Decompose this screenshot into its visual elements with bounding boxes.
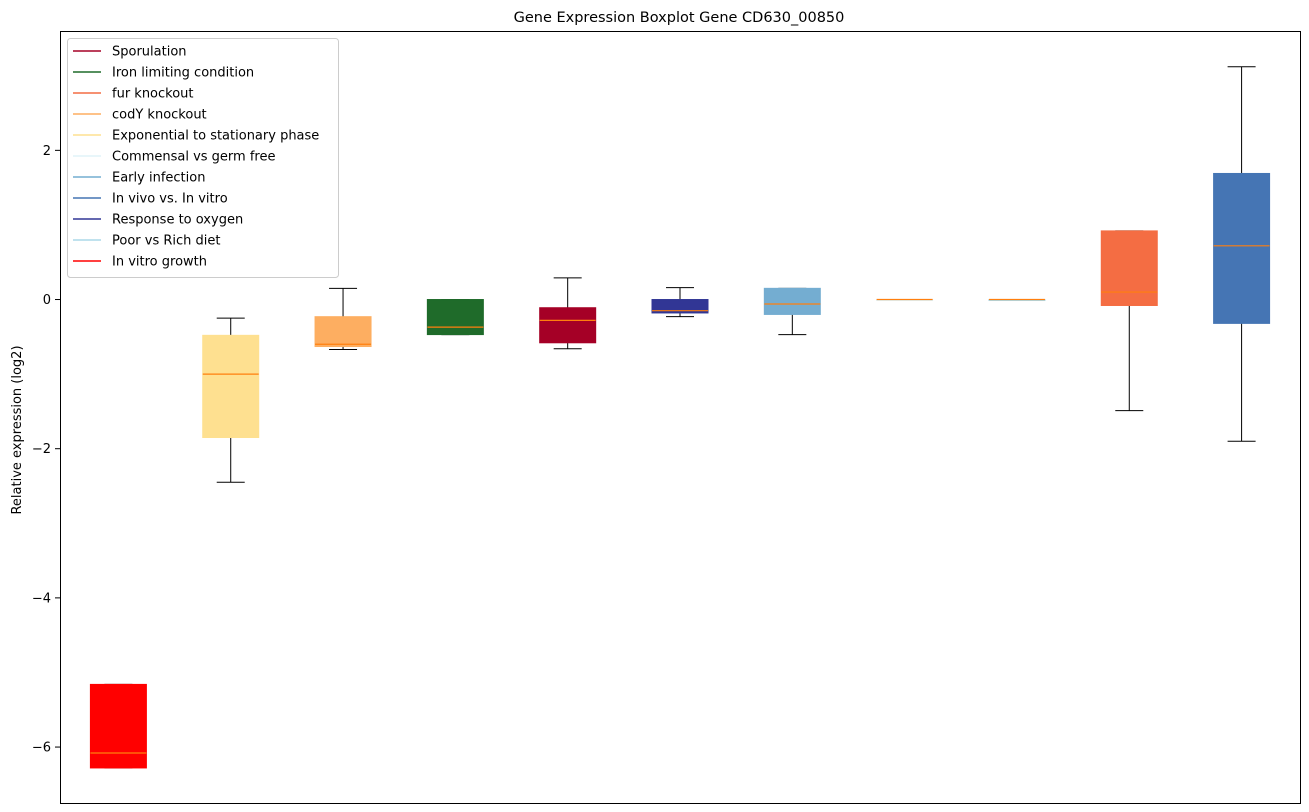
box-body bbox=[1100, 230, 1158, 306]
box-7 bbox=[763, 287, 821, 336]
legend-entry: Commensal vs germ free bbox=[73, 150, 275, 165]
box-body bbox=[539, 307, 597, 344]
chart-title: Gene Expression Boxplot Gene CD630_00850 bbox=[514, 10, 845, 26]
box-body bbox=[763, 287, 821, 315]
legend-frame bbox=[67, 38, 339, 278]
box-body bbox=[1213, 172, 1271, 324]
box-2 bbox=[202, 317, 260, 483]
y-tick-label: 0 bbox=[43, 293, 51, 308]
box-body bbox=[89, 683, 147, 769]
box-body bbox=[651, 299, 709, 314]
box-3 bbox=[314, 287, 372, 350]
legend-label: Poor vs Rich diet bbox=[112, 234, 220, 249]
legend: Sporulation Iron limiting condition fur kn… bbox=[67, 38, 339, 278]
legend-entry: codY knockout bbox=[73, 108, 207, 123]
plot-frame bbox=[60, 31, 1301, 804]
boxes-layer bbox=[89, 66, 1271, 769]
legend-entry: Exponential to stationary phase bbox=[73, 129, 319, 144]
box-4 bbox=[426, 299, 484, 336]
legend-label: codY knockout bbox=[112, 108, 207, 123]
legend-entry: Sporulation bbox=[73, 45, 187, 60]
box-9 bbox=[988, 298, 1046, 302]
legend-entry: Early infection bbox=[73, 171, 205, 186]
box-1 bbox=[89, 683, 147, 769]
legend-entry: Iron limiting condition bbox=[73, 66, 254, 81]
y-tick-label: −6 bbox=[32, 741, 51, 756]
y-axis: −6 −4 −2 0 2 bbox=[32, 144, 60, 756]
legend-label: Iron limiting condition bbox=[112, 66, 254, 81]
y-tick-label: 2 bbox=[43, 144, 51, 159]
legend-label: Exponential to stationary phase bbox=[112, 129, 319, 144]
legend-entry: Response to oxygen bbox=[73, 213, 243, 228]
y-axis-label: Relative expression (log2) bbox=[10, 345, 25, 514]
legend-label: Early infection bbox=[112, 171, 205, 186]
box-8 bbox=[876, 298, 934, 302]
legend-label: Sporulation bbox=[112, 45, 187, 60]
box-body bbox=[426, 299, 484, 336]
box-6 bbox=[651, 287, 709, 318]
box-body bbox=[314, 316, 372, 348]
legend-label: fur knockout bbox=[112, 87, 194, 102]
legend-label: In vitro growth bbox=[112, 255, 207, 270]
legend-entry: Poor vs Rich diet bbox=[73, 234, 220, 249]
legend-label: Response to oxygen bbox=[112, 213, 243, 228]
box-11 bbox=[1213, 66, 1271, 442]
legend-label: Commensal vs germ free bbox=[112, 150, 275, 165]
box-body bbox=[202, 334, 260, 439]
legend-entry: In vivo vs. In vitro bbox=[73, 192, 228, 207]
box-10 bbox=[1100, 230, 1158, 412]
legend-entry: In vitro growth bbox=[73, 255, 207, 270]
box-5 bbox=[539, 277, 597, 350]
legend-entry: fur knockout bbox=[73, 87, 194, 102]
legend-label: In vivo vs. In vitro bbox=[112, 192, 228, 207]
y-tick-label: −2 bbox=[32, 442, 51, 457]
y-tick-label: −4 bbox=[32, 591, 51, 606]
